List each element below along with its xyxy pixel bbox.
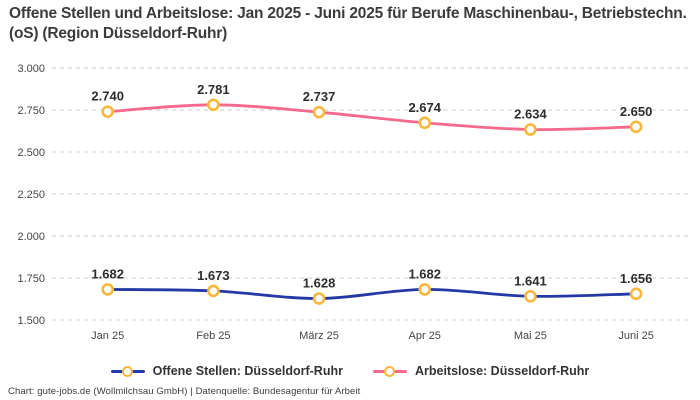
- data-point-label: 2.634: [514, 106, 547, 121]
- x-axis-tick-label: Jan 25: [91, 330, 124, 342]
- x-axis-tick-label: März 25: [299, 330, 339, 342]
- data-point-marker: [629, 287, 643, 301]
- y-axis-tick-label: 1.500: [17, 315, 45, 327]
- data-point-label: 2.781: [197, 82, 230, 97]
- chart-title: Offene Stellen und Arbeitslose: Jan 2025…: [9, 5, 687, 43]
- data-point-marker: [629, 120, 643, 134]
- x-axis-tick-label: Mai 25: [514, 330, 547, 342]
- series-line-0: [106, 287, 638, 300]
- data-point-label: 2.674: [408, 100, 441, 115]
- data-point-marker: [207, 98, 220, 112]
- line-marker-icon: [110, 365, 145, 377]
- data-point-label: 2.650: [620, 104, 653, 119]
- x-axis-tick-label: Feb 25: [196, 330, 230, 342]
- data-point-label: 1.641: [514, 273, 547, 288]
- data-point-marker: [312, 292, 326, 305]
- y-axis-tick-label: 1.750: [17, 273, 45, 285]
- data-point-marker: [418, 116, 432, 130]
- x-axis-tick-label: Juni 25: [618, 330, 653, 342]
- x-axis-tick-label: Apr 25: [409, 330, 441, 342]
- data-point-label: 1.682: [91, 266, 124, 281]
- data-point-marker: [312, 105, 326, 119]
- data-point-marker: [418, 283, 432, 296]
- y-axis-tick-label: 2.500: [17, 147, 45, 159]
- line-marker-icon: [372, 365, 407, 377]
- data-point-marker: [524, 290, 537, 303]
- data-point-marker: [101, 283, 114, 296]
- legend-label-arbeitslose: Arbeitslose: Düsseldorf-Ruhr: [414, 364, 590, 378]
- data-point-marker: [207, 284, 220, 298]
- series-line-1: [106, 103, 638, 132]
- data-point-label: 1.673: [197, 268, 230, 283]
- data-point-label: 1.682: [408, 266, 441, 281]
- y-axis-tick-label: 2.000: [17, 231, 45, 243]
- data-point-marker: [101, 105, 114, 118]
- data-point-marker: [524, 123, 537, 136]
- y-axis-tick-label: 3.000: [17, 63, 45, 75]
- legend-label-offene-stellen: Offene Stellen: Düsseldorf-Ruhr: [152, 364, 343, 378]
- legend-item-offene-stellen[interactable]: Offene Stellen: Düsseldorf-Ruhr: [110, 364, 343, 378]
- data-point-label: 2.737: [303, 89, 336, 104]
- legend-item-arbeitslose[interactable]: Arbeitslose: Düsseldorf-Ruhr: [372, 364, 590, 378]
- data-point-label: 1.628: [303, 275, 336, 290]
- chart-legend: Offene Stellen: Düsseldorf-Ruhr Arbeitsl…: [0, 360, 700, 382]
- data-point-label: 2.740: [91, 89, 124, 104]
- y-axis-tick-label: 2.250: [17, 189, 45, 201]
- y-axis-tick-label: 2.750: [17, 105, 45, 117]
- data-point-label: 1.656: [620, 271, 653, 286]
- attribution-footer: Chart: gute-jobs.de (Wollmilchsau GmbH) …: [8, 386, 361, 397]
